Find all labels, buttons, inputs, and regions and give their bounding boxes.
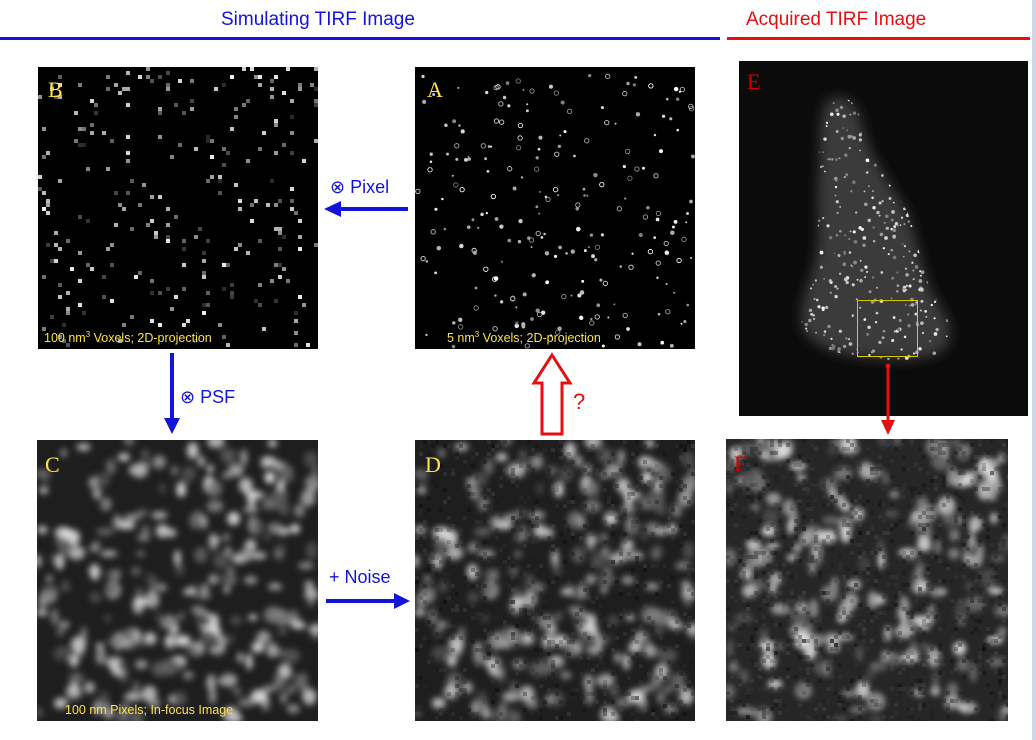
panel-b-letter: B <box>48 77 63 102</box>
panel-c: C 100 nm Pixels; In-focus Image <box>37 440 318 721</box>
psf-label: ⊗ PSF <box>180 387 236 407</box>
panel-b-caption-sup: 3 <box>85 329 91 339</box>
pixel-label: ⊗ Pixel <box>330 177 390 197</box>
inverse-arrow <box>531 352 573 436</box>
panel-d: D <box>415 440 695 721</box>
panel-e-image <box>801 96 951 360</box>
simulating-underline <box>0 37 720 40</box>
acquired-title: Acquired TIRF Image <box>746 9 927 30</box>
panel-a-letter: A <box>427 77 443 102</box>
panel-c-image <box>37 440 318 721</box>
panel-c-caption: 100 nm Pixels; In-focus Image <box>65 703 234 717</box>
slide-edge <box>1032 0 1036 740</box>
panel-b-caption-post: Voxels; 2D-projection <box>90 331 212 345</box>
noise-label: + Noise <box>329 567 391 587</box>
psf-arrow <box>164 353 180 434</box>
panel-b: B 100 nm3 Voxels; 2D-projection <box>38 67 318 349</box>
panel-a-caption-sup: 3 <box>474 329 480 339</box>
region-of-interest-box <box>857 300 918 357</box>
panel-d-image <box>415 440 695 721</box>
simulating-title: Simulating TIRF Image <box>221 9 415 30</box>
question-mark: ? <box>573 389 586 414</box>
panel-a-caption-post: Voxels; 2D-projection <box>479 331 601 345</box>
panel-b-image <box>38 67 318 347</box>
panel-e: E <box>739 61 1028 416</box>
panel-f-image <box>726 439 1008 721</box>
panel-a: A 5 nm3 Voxels; 2D-projection <box>415 67 695 349</box>
pixel-arrow <box>324 201 408 217</box>
panel-a-caption: 5 nm3 Voxels; 2D-projection <box>447 328 601 345</box>
acquired-underline <box>727 37 1030 40</box>
panel-b-caption: 100 nm3 Voxels; 2D-projection <box>44 328 212 345</box>
panel-a-caption-pre: 5 nm <box>447 331 475 345</box>
panel-f: F <box>726 439 1008 721</box>
panel-a-image <box>415 73 695 349</box>
panel-f-letter: F <box>734 451 747 476</box>
panel-d-letter: D <box>425 452 441 477</box>
panel-b-caption-pre: 100 nm <box>44 331 86 345</box>
panel-c-letter: C <box>45 452 60 477</box>
noise-arrow <box>326 593 410 609</box>
panel-e-letter: E <box>747 69 761 94</box>
